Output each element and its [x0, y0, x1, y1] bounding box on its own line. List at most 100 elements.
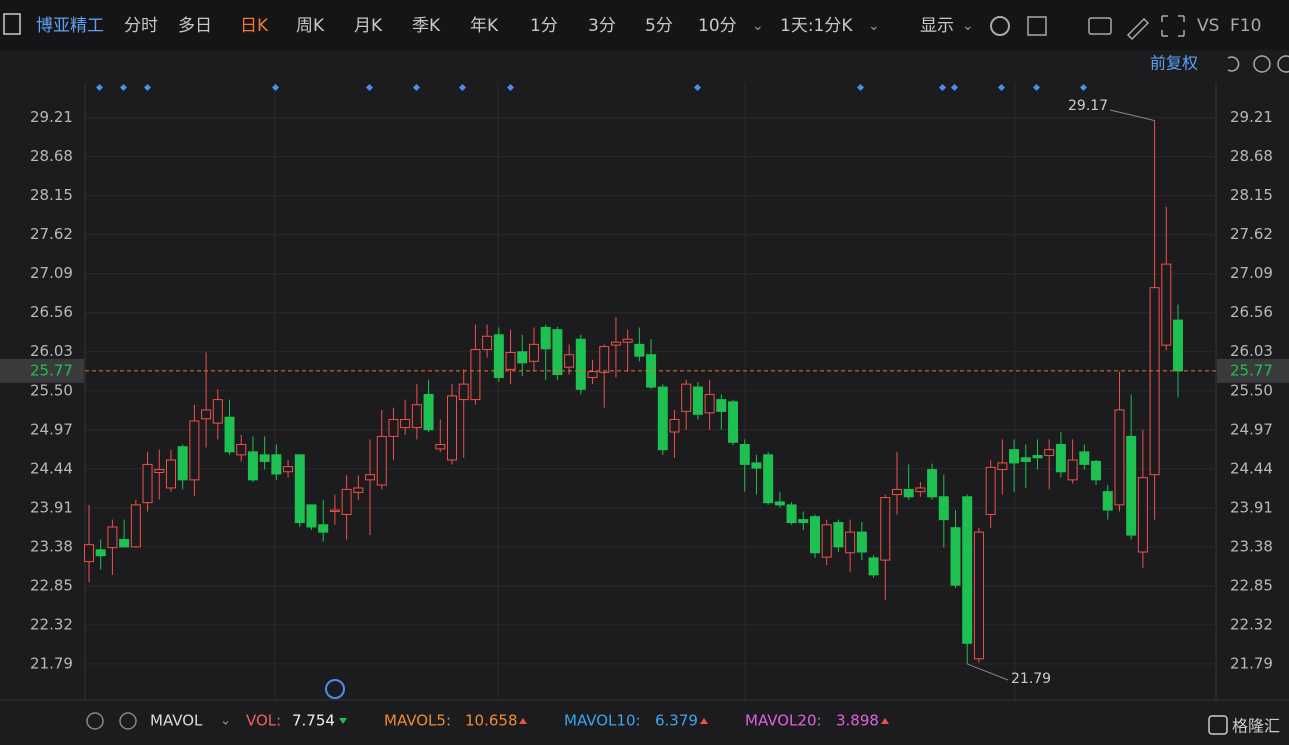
- candle-body: [1044, 449, 1055, 457]
- dropdown-arrow[interactable]: ⌄: [868, 18, 880, 34]
- candle-body: [610, 341, 621, 346]
- candle-body: [856, 531, 867, 553]
- candle-body: [142, 463, 153, 504]
- vs-button[interactable]: VS: [1197, 16, 1219, 36]
- event-marker[interactable]: [950, 83, 959, 92]
- period-tab[interactable]: 季K: [412, 16, 441, 36]
- event-marker[interactable]: [506, 83, 515, 92]
- event-marker[interactable]: [143, 83, 152, 92]
- event-marker[interactable]: [458, 83, 467, 92]
- period-tab[interactable]: 5分: [645, 16, 673, 36]
- y-tick-label: 23.91: [30, 498, 73, 516]
- candle-body: [821, 524, 832, 558]
- event-marker[interactable]: [856, 83, 865, 92]
- period-tab[interactable]: 3分: [588, 16, 616, 36]
- y-tick-label: 26.56: [1230, 303, 1273, 321]
- vol-value: 7.754: [292, 712, 335, 730]
- panel-icon[interactable]: [3, 13, 21, 35]
- y-tick-label: 23.38: [1230, 537, 1273, 555]
- vol-label: VOL:: [246, 712, 281, 730]
- period-tab[interactable]: 1分: [530, 16, 558, 36]
- candle-body: [997, 462, 1008, 471]
- candle-body: [259, 454, 270, 462]
- candle-body: [1149, 287, 1160, 476]
- y-tick-label: 29.21: [30, 108, 73, 126]
- candle-body: [294, 454, 305, 524]
- candle-body: [1079, 451, 1090, 465]
- high-annotation: 29.17: [1068, 98, 1108, 114]
- event-marker[interactable]: [938, 83, 947, 92]
- candle-body: [224, 416, 235, 453]
- candle-body: [973, 531, 984, 660]
- annotation-line: [967, 663, 1009, 681]
- candle-body: [1102, 491, 1113, 511]
- period-tab[interactable]: 分时: [124, 16, 158, 36]
- zoom-out-icon[interactable]: [1253, 55, 1271, 73]
- camera-icon[interactable]: [1088, 17, 1112, 35]
- event-marker[interactable]: [997, 83, 1006, 92]
- candle-body: [318, 524, 329, 533]
- candle-body: [763, 454, 774, 504]
- candle-body: [938, 496, 949, 521]
- candle-body: [201, 409, 212, 420]
- event-marker[interactable]: [693, 83, 702, 92]
- adjust-mode[interactable]: 前复权: [1150, 54, 1198, 73]
- y-tick-label: 28.15: [1230, 186, 1273, 204]
- y-tick-label: 27.09: [30, 264, 73, 282]
- candle-body: [657, 386, 668, 451]
- dropdown-arrow[interactable]: ⌄: [220, 714, 231, 729]
- zoom-icon[interactable]: [1277, 55, 1289, 73]
- stock-name[interactable]: 博亚精工: [36, 16, 104, 36]
- last-price-box: [0, 358, 84, 383]
- search-icon[interactable]: [325, 679, 345, 699]
- box-icon[interactable]: [1027, 16, 1047, 36]
- candle-body: [329, 509, 340, 513]
- pen-icon[interactable]: [1126, 17, 1150, 41]
- period-tab[interactable]: 周K: [296, 16, 325, 36]
- dropdown-arrow[interactable]: ⌄: [752, 18, 764, 34]
- candle-body: [774, 501, 785, 506]
- candle-body: [95, 549, 106, 557]
- settings-icon[interactable]: [990, 16, 1010, 36]
- y-tick-label: 22.85: [1230, 576, 1273, 594]
- candle-body: [950, 527, 961, 586]
- period-tab[interactable]: 日K: [240, 16, 269, 36]
- candle-body: [704, 393, 715, 414]
- candle-body: [739, 444, 750, 465]
- period-tab[interactable]: 10分: [698, 16, 737, 36]
- undo-icon[interactable]: [1227, 56, 1240, 72]
- period-tabs: 分时 多日 日K 周K 月K 季K 年K 1分 3分 5分 10分: [124, 16, 737, 36]
- period-tab[interactable]: 多日: [178, 16, 212, 36]
- event-marker[interactable]: [271, 83, 280, 92]
- indicator-name[interactable]: MAVOL: [150, 712, 203, 730]
- candle-body: [552, 329, 563, 376]
- indicator-settings[interactable]: [86, 712, 104, 730]
- indicator-close[interactable]: [119, 712, 137, 730]
- ma20-label: MAVOL20:: [745, 712, 822, 730]
- period-tab[interactable]: 年K: [470, 16, 499, 36]
- period-tab[interactable]: 月K: [354, 16, 383, 36]
- event-marker[interactable]: [119, 83, 128, 92]
- y-tick-label: 24.97: [30, 420, 73, 438]
- candle-body: [891, 488, 902, 496]
- fullscreen-icon[interactable]: [1161, 15, 1185, 37]
- ma5-value: 10.658: [465, 712, 518, 730]
- y-tick-label: 21.79: [1230, 654, 1273, 672]
- candle-body: [119, 538, 130, 548]
- dropdown-arrow[interactable]: ⌄: [962, 18, 974, 34]
- event-marker[interactable]: [95, 83, 104, 92]
- event-marker[interactable]: [365, 83, 374, 92]
- y-tick-label: 26.03: [30, 342, 73, 360]
- candle-body: [751, 462, 762, 469]
- range-select[interactable]: 1天:1分K: [780, 16, 853, 36]
- y-tick-label: 23.38: [30, 537, 73, 555]
- candle-body: [880, 497, 891, 561]
- candle-body: [212, 399, 223, 424]
- f10-button[interactable]: F10: [1230, 16, 1261, 36]
- up-arrow: [519, 718, 527, 724]
- y-tick-label: 24.44: [1230, 459, 1273, 477]
- candle-body: [411, 404, 422, 429]
- display-menu[interactable]: 显示: [920, 16, 954, 36]
- event-marker[interactable]: [412, 83, 421, 92]
